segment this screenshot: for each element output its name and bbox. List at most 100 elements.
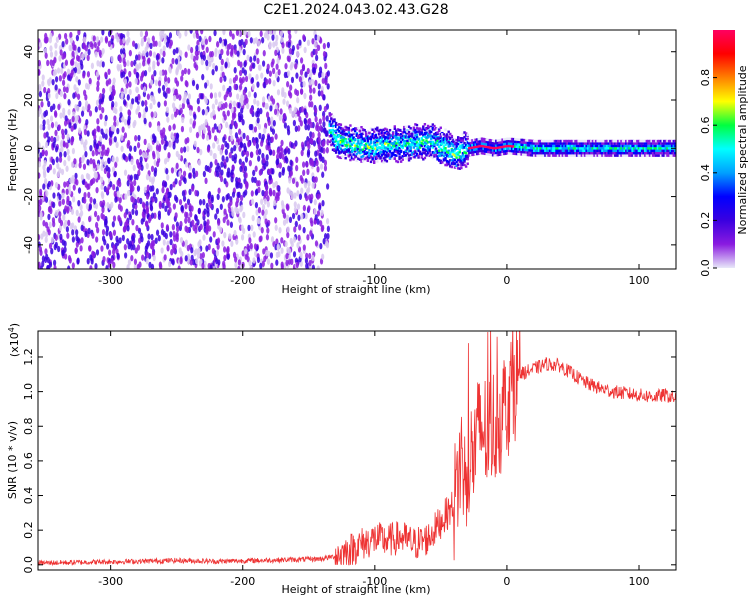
heat-cell [249,242,253,250]
heat-cell [148,66,152,73]
heat-cell [139,75,144,82]
heat-band-cell [445,136,449,140]
heat-cell [252,231,256,238]
heat-band-cell [366,141,370,144]
heat-band-cell [580,142,584,145]
heat-band-cell [463,158,466,162]
heat-band-cell [395,137,398,140]
heat-band-cell [439,126,442,130]
heat-band-cell [661,151,664,155]
heat-band-cell [365,142,368,146]
heat-band-cell [442,145,446,148]
heat-cell [223,231,227,239]
heat-cell [46,264,51,269]
heat-band-cell [572,144,576,148]
heat-band-cell [496,146,500,150]
heat-band-cell [536,151,539,155]
heat-band-cell [518,143,522,146]
heat-band-cell [460,166,463,170]
heat-band-cell [376,139,379,143]
heat-band-cell [476,152,479,156]
heat-cell [138,149,143,156]
heat-cell [95,36,100,43]
heat-band-cell [602,151,606,155]
heat-cell [163,100,167,107]
heat-band-cell [404,142,408,146]
heat-cell [196,146,200,154]
heat-band-cell [376,126,379,130]
heat-cell [209,92,214,99]
heat-cell [248,159,252,167]
heat-band-cell [338,143,341,146]
heat-band-cell [444,143,447,147]
heat-band-cell [339,131,343,135]
heat-cell [227,167,231,174]
heat-cell [267,119,271,126]
heat-cell [272,149,276,157]
heat-band-cell [412,146,416,149]
heat-band-cell [366,158,370,161]
heat-cell [225,121,229,129]
heat-cell [126,94,130,101]
heat-cell [39,198,43,206]
heat-band-cell [350,146,354,150]
heat-cell [166,87,170,94]
heat-band-cell [664,139,668,143]
heat-cell [202,127,207,135]
heat-cell [55,156,59,163]
heat-cell [204,108,208,115]
heat-cell [64,253,68,260]
heat-band-cell [445,141,449,145]
heat-band-cell [404,139,408,143]
heat-band-cell [674,151,676,155]
heat-cell [209,83,213,90]
heat-band-cell [328,140,332,144]
heat-cell [108,139,113,146]
heat-band-cell [658,149,661,152]
heat-cell [267,145,271,152]
heat-band-cell [442,141,446,144]
heat-band-cell [353,129,357,133]
heat-band-cell [456,151,460,154]
heat-band-cell [417,127,420,130]
heat-band-cell [506,144,509,148]
heat-band-cell [376,152,379,156]
heat-band-cell [648,144,652,148]
heat-cell [240,99,244,106]
heat-band-cell [590,139,593,143]
heat-cell [87,227,91,235]
heat-band-cell [431,140,435,144]
heat-band-cell [395,135,398,138]
heat-cell [289,159,293,166]
heat-cell [317,131,321,139]
heat-cell [253,55,257,62]
heat-cell [43,159,47,167]
heat-band-cell [346,152,349,156]
heat-band-cell [510,149,514,153]
heat-cell [92,198,97,205]
heat-band-cell [449,142,452,145]
heat-cell [315,121,319,129]
heat-band-cell [586,144,590,148]
heat-cell [174,88,178,96]
heat-band-cell [515,143,519,146]
heat-band-cell [672,142,675,145]
heat-band-cell [640,144,644,148]
heat-band-cell [577,154,580,157]
heat-band-cell [495,142,498,145]
heat-band-cell [480,137,484,140]
heat-cell [319,163,324,170]
heat-cell [81,156,85,164]
heat-cell [242,132,246,140]
heat-cell [270,61,274,68]
heat-cell [59,233,63,241]
heat-band-cell [469,146,473,150]
heat-band-cell [352,130,355,134]
heat-cell [246,243,250,251]
heat-band-cell [395,150,398,153]
heat-band-cell [365,154,368,158]
heat-cell [56,67,61,74]
heat-band-cell [488,138,492,142]
heat-cell [67,99,71,106]
heat-cell [303,92,307,100]
